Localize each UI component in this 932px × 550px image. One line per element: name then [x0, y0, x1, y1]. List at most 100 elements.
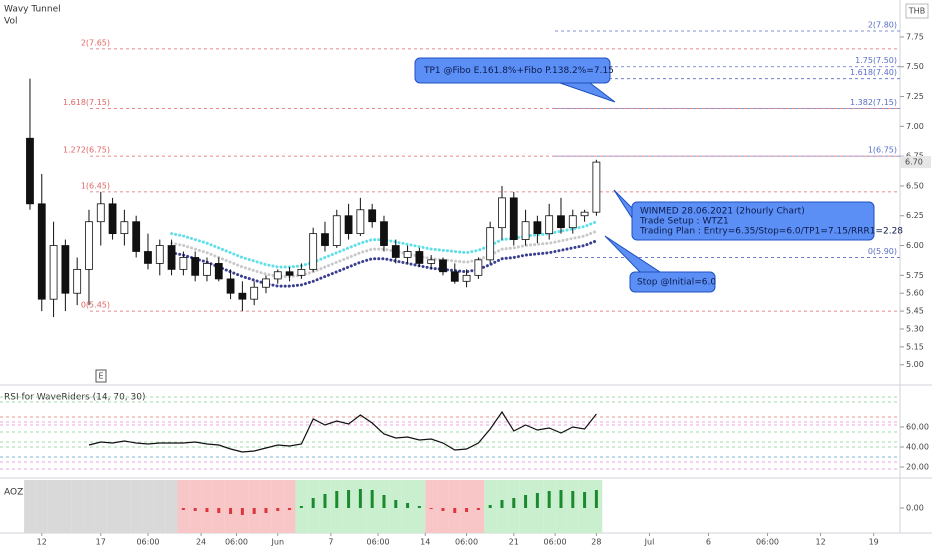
candle-body	[167, 245, 176, 270]
y-tick-label: 5.45	[906, 307, 924, 316]
candle-body	[144, 251, 152, 264]
y-tick-label: 6.00	[906, 241, 924, 250]
histogram-bar	[358, 489, 362, 508]
candle-body	[61, 245, 70, 294]
zone-background	[153, 480, 166, 533]
x-tick-label: 14	[420, 538, 430, 547]
histogram-bar	[323, 494, 327, 508]
histogram-bar	[441, 508, 445, 511]
candle-body	[427, 259, 436, 264]
x-tick-label: 06:00	[136, 538, 159, 547]
candle-body	[391, 245, 400, 258]
candle-body	[250, 286, 259, 300]
candle-body	[462, 274, 471, 282]
fib-label: 1.618(7.40)	[850, 68, 897, 77]
histogram-bar	[347, 490, 351, 508]
candle-body	[509, 197, 518, 240]
x-tick-label: 28	[591, 538, 601, 547]
zone-background	[47, 480, 60, 533]
y-tick-label: 20.00	[906, 463, 929, 472]
zone-background	[248, 480, 261, 533]
candle-body	[545, 215, 554, 235]
rsi-line	[88, 410, 597, 453]
plan-line: Trading Plan : Entry=6.35/Stop=6.0/TP1=7…	[639, 227, 903, 237]
histogram-bar	[229, 508, 233, 514]
histogram-bar	[217, 508, 221, 513]
fib-label: 1(6.75)	[868, 146, 897, 155]
aoz-title: AOZ	[4, 488, 23, 498]
y-tick-label: 7.00	[906, 122, 924, 131]
candle-body	[85, 221, 93, 270]
candle-body	[309, 233, 318, 270]
zone-background	[260, 480, 272, 533]
fib-label: 1.382(7.15)	[850, 98, 897, 107]
histogram-bar	[571, 491, 575, 508]
histogram-bar	[406, 503, 410, 508]
zone-background	[283, 480, 296, 533]
candle-body	[356, 209, 365, 235]
event-marker[interactable]	[95, 369, 107, 383]
zone-background	[472, 480, 485, 533]
zone-background	[189, 480, 202, 533]
zone-background	[165, 480, 178, 533]
candle-body	[403, 251, 412, 258]
histogram-bar	[205, 508, 209, 512]
histogram-bar	[335, 491, 339, 508]
callout-box[interactable]	[414, 57, 611, 84]
candle-body	[273, 271, 282, 280]
histogram-bar	[181, 508, 185, 510]
callout-box[interactable]	[631, 201, 875, 241]
candle-body	[332, 215, 341, 246]
histogram-bar	[252, 508, 256, 514]
candle-body	[344, 215, 353, 235]
x-tick-label: 19	[869, 538, 879, 547]
volume-label: Vol	[4, 17, 17, 27]
currency: THB	[908, 7, 925, 16]
zone-background	[83, 480, 95, 533]
x-tick-label: Jun	[271, 538, 285, 547]
zone-background	[35, 480, 48, 533]
y-tick-label: 0.00	[906, 504, 924, 513]
x-tick-label: 06:00	[756, 538, 779, 547]
zone-background	[106, 480, 119, 533]
fib-label: 1.75(7.50)	[855, 56, 897, 65]
histogram-bar	[512, 498, 516, 508]
zone-background	[130, 480, 143, 533]
y-tick-label: 40.00	[906, 443, 929, 452]
zone-background	[271, 480, 284, 533]
histogram-bar	[535, 493, 539, 508]
x-tick-label: 06:00	[544, 538, 567, 547]
currency-box[interactable]	[905, 3, 929, 19]
last-price-label: 6.70	[905, 158, 923, 167]
rsi-title: RSI for WaveRiders (14, 70, 30)	[4, 393, 146, 403]
histogram-bar	[299, 506, 303, 508]
zone-background	[460, 480, 473, 533]
candle-body	[498, 197, 506, 229]
candle-body	[49, 245, 58, 300]
y-tick-label: 5.00	[906, 360, 924, 369]
x-tick-label: 06:00	[455, 538, 478, 547]
candle-body	[380, 221, 388, 246]
candle-body	[226, 278, 235, 294]
candle-body	[521, 221, 530, 240]
zone-background	[59, 480, 72, 533]
histogram-bar	[547, 491, 551, 508]
callout-box[interactable]	[629, 271, 716, 293]
candle-body	[368, 209, 377, 223]
y-tick-label: 60.00	[906, 423, 929, 432]
histogram-bar	[500, 500, 504, 508]
y-tick-label: 5.30	[906, 324, 924, 333]
zone-background	[224, 480, 237, 533]
fib-label: 1.272(6.75)	[63, 146, 110, 155]
fib-label: 0(5.45)	[81, 301, 110, 310]
x-tick-label: Jul	[644, 538, 655, 547]
indicator-title: Wavy Tunnel	[4, 5, 61, 15]
y-tick-label: 7.25	[906, 92, 924, 101]
tunnel-line	[170, 239, 598, 288]
histogram-bar	[559, 490, 563, 508]
zone-background	[24, 480, 36, 533]
y-tick-label: 6.50	[906, 181, 924, 190]
candle-body	[37, 203, 46, 300]
candle-body	[321, 233, 329, 246]
histogram-bar	[417, 506, 421, 508]
